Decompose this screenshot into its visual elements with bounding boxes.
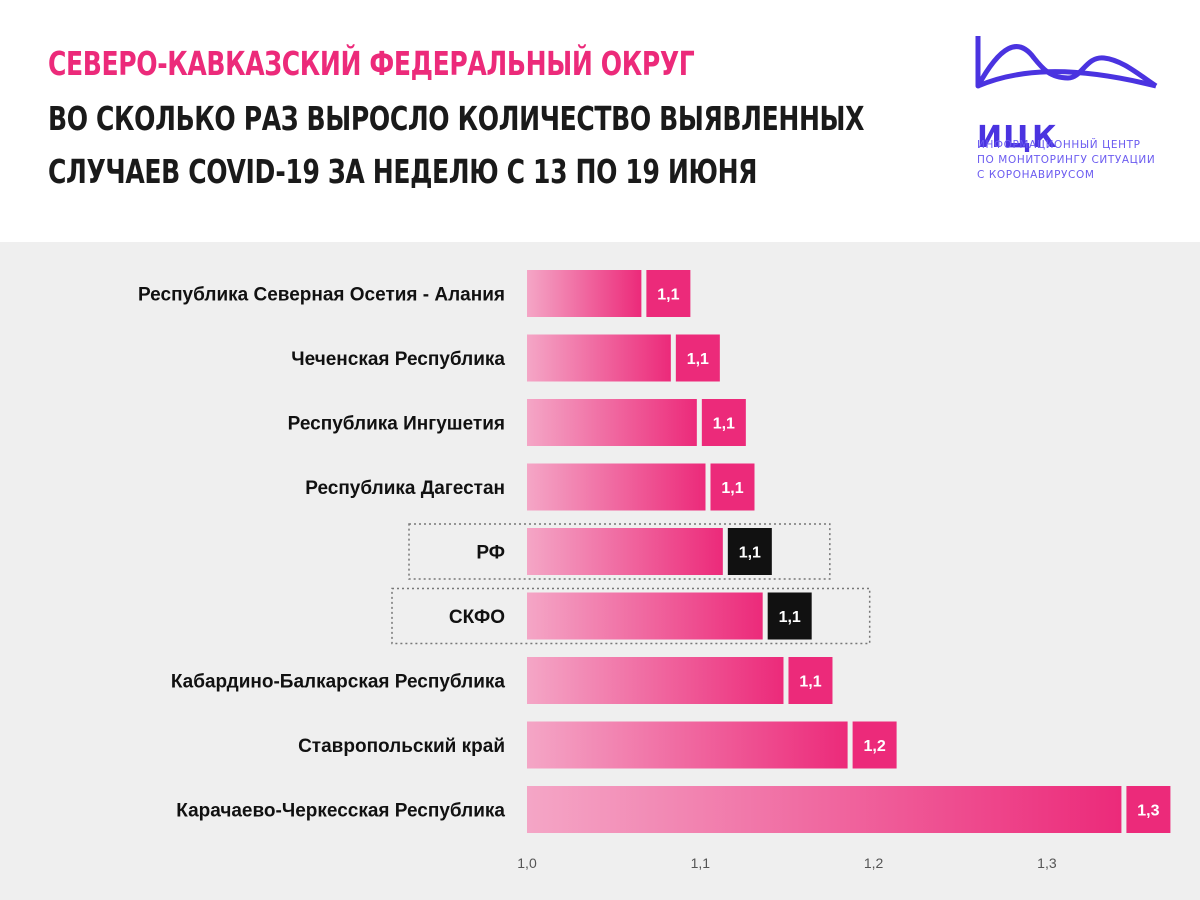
- data-label: 1,1: [657, 287, 679, 304]
- data-label-box: [1126, 786, 1171, 833]
- category-label: Республика Северная Осетия - Алания: [138, 285, 505, 306]
- highlight-box: [408, 523, 831, 580]
- data-label-box: [852, 721, 897, 769]
- category-label: Республика Ингушетия: [288, 414, 505, 435]
- highlight-box: [391, 587, 871, 645]
- data-label-box: [710, 463, 755, 511]
- logo-subtitle-line-3: С КОРОНАВИРУСОМ: [977, 169, 1095, 181]
- data-label-box: [701, 399, 746, 446]
- category-label: Кабардино-Балкарская Республика: [171, 672, 506, 693]
- category-label: Карачаево-Черкесская Республика: [176, 801, 505, 822]
- data-label: 1,1: [739, 545, 761, 562]
- data-label: 1,1: [779, 609, 801, 626]
- category-label: Республика Дагестан: [305, 478, 505, 499]
- data-label-box: [646, 270, 691, 317]
- chart-title-line-2: СЛУЧАЕВ COVID-19 ЗА НЕДЕЛЮ С 13 ПО 19 ИЮ…: [48, 152, 758, 191]
- x-tick-label: 1,3: [1037, 855, 1057, 871]
- data-label-box: [675, 334, 720, 382]
- data-label-box: [788, 657, 833, 704]
- data-label: 1,1: [721, 480, 743, 497]
- logo-subtitle-line-1: ИНФОРМАЦИОННЫЙ ЦЕНТР: [977, 139, 1141, 151]
- logo-subtitle: ИНФОРМАЦИОННЫЙ ЦЕНТР ПО МОНИТОРИНГУ СИТУ…: [977, 138, 1177, 183]
- data-label: 1,1: [713, 416, 735, 433]
- bar: [527, 463, 706, 511]
- data-label: 1,1: [799, 674, 821, 691]
- x-tick-label: 1,1: [691, 855, 711, 871]
- chart-title-line-1: ВО СКОЛЬКО РАЗ ВЫРОСЛО КОЛИЧЕСТВО ВЫЯВЛЕ…: [48, 99, 865, 138]
- logo-subtitle-line-2: ПО МОНИТОРИНГУ СИТУАЦИИ: [977, 154, 1156, 166]
- bar: [527, 270, 642, 317]
- logo-abbreviation: ИЦК: [977, 120, 1058, 155]
- region-title: СЕВЕРО-КАВКАЗСКИЙ ФЕДЕРАЛЬНЫЙ ОКРУГ: [48, 44, 695, 83]
- bar: [527, 786, 1122, 833]
- bar: [527, 334, 671, 382]
- logo-mountains-icon: [975, 36, 1158, 89]
- bar: [527, 721, 848, 769]
- category-label: Чеченская Республика: [291, 349, 505, 370]
- data-label-box: [767, 592, 812, 640]
- bar: [527, 528, 723, 575]
- x-tick-label: 1,2: [864, 855, 884, 871]
- data-label: 1,3: [1137, 803, 1159, 820]
- chart-area: 1,1 Республика Северная Осетия - Алания 1,…: [0, 242, 1200, 900]
- bar: [527, 657, 784, 704]
- bar: [527, 592, 763, 640]
- header: СЕВЕРО-КАВКАЗСКИЙ ФЕДЕРАЛЬНЫЙ ОКРУГ ВО С…: [0, 0, 1200, 242]
- data-label: 1,1: [687, 351, 709, 368]
- category-label: СКФО: [449, 607, 505, 628]
- bar: [527, 399, 697, 446]
- data-label-box: [727, 528, 772, 575]
- logo: ИЦК ИНФОРМАЦИОННЫЙ ЦЕНТР ПО МОНИТОРИНГУ …: [972, 30, 1172, 190]
- x-tick-label: 1,0: [517, 855, 537, 871]
- data-label: 1,2: [863, 738, 885, 755]
- bar-chart: 1,1 Республика Северная Осетия - Алания 1,…: [138, 270, 1171, 871]
- category-label: Ставропольский край: [298, 736, 505, 757]
- category-label: РФ: [476, 543, 505, 564]
